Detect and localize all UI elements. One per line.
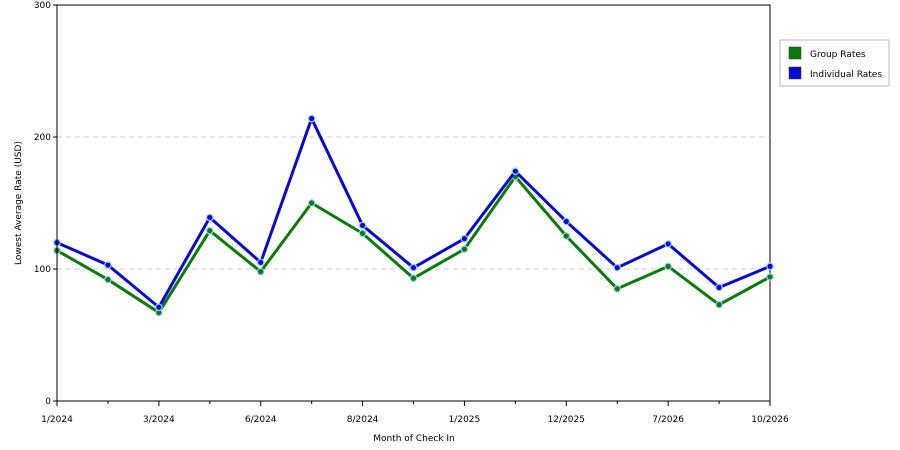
series-1-point-2 — [155, 303, 163, 312]
x-tick-label-4: 6/2024 — [245, 415, 277, 425]
series-1-point-6 — [358, 221, 367, 230]
series-layer — [53, 114, 774, 317]
series-0-point-13 — [715, 300, 723, 309]
series-1-point-11 — [613, 263, 622, 272]
series-0-point-10 — [562, 232, 571, 240]
plot-area — [56, 4, 771, 402]
legend-swatch-individual-rates — [788, 66, 802, 80]
series-1-point-1 — [104, 261, 112, 269]
legend-label-individual-rates: Individual Rates — [810, 70, 882, 80]
series-1-point-5 — [307, 114, 316, 123]
series-1-point-10 — [562, 217, 571, 226]
x-axis-title: Month of Check In — [373, 434, 455, 444]
series-0-point-6 — [358, 229, 367, 238]
series-0-point-5 — [307, 199, 316, 207]
grid-layer — [57, 136, 770, 270]
x-tick-label-14: 10/2026 — [751, 415, 789, 425]
series-0-point-8 — [460, 245, 469, 254]
legend: Group Rates Individual Rates — [779, 39, 890, 87]
series-1-point-8 — [460, 234, 469, 243]
y-tick-layer: 0 100 200 300 — [34, 1, 57, 407]
series-0-point-7 — [409, 274, 418, 283]
y-tick-label-0: 0 — [45, 397, 51, 407]
legend-swatch-group-rates — [788, 46, 802, 60]
series-0-point-11 — [613, 284, 622, 293]
series-0-point-1 — [104, 275, 112, 284]
x-tick-label-6: 8/2024 — [347, 415, 379, 425]
series-0-point-12 — [664, 262, 672, 271]
series-1-point-13 — [715, 283, 723, 292]
x-tick-layer: 1/2024 3/2024 6/2024 8/2024 1/2025 12/2025 7/2… — [41, 401, 789, 425]
y-tick-label-200: 200 — [34, 133, 51, 143]
series-1-point-12 — [664, 240, 672, 248]
series-1-point-14 — [766, 262, 774, 271]
series-0-point-3 — [205, 226, 214, 235]
x-tick-label-8: 1/2025 — [449, 415, 481, 425]
x-tick-label-12: 7/2026 — [652, 415, 684, 425]
series-1-point-7 — [409, 263, 418, 272]
series-1-point-9 — [511, 167, 520, 176]
x-tick-label-2: 3/2024 — [143, 415, 175, 425]
series-0-point-14 — [766, 273, 774, 281]
y-tick-label-300: 300 — [34, 1, 51, 11]
y-tick-label-100: 100 — [34, 265, 51, 275]
legend-label-group-rates: Group Rates — [810, 50, 866, 60]
x-tick-label-0: 1/2024 — [41, 415, 73, 425]
y-axis-title: Lowest Average Rate (USD) — [14, 141, 24, 265]
x-tick-label-10: 12/2025 — [548, 415, 585, 425]
series-1-point-3 — [205, 213, 214, 222]
series-1-point-4 — [256, 258, 265, 267]
series-0-point-4 — [256, 267, 265, 276]
